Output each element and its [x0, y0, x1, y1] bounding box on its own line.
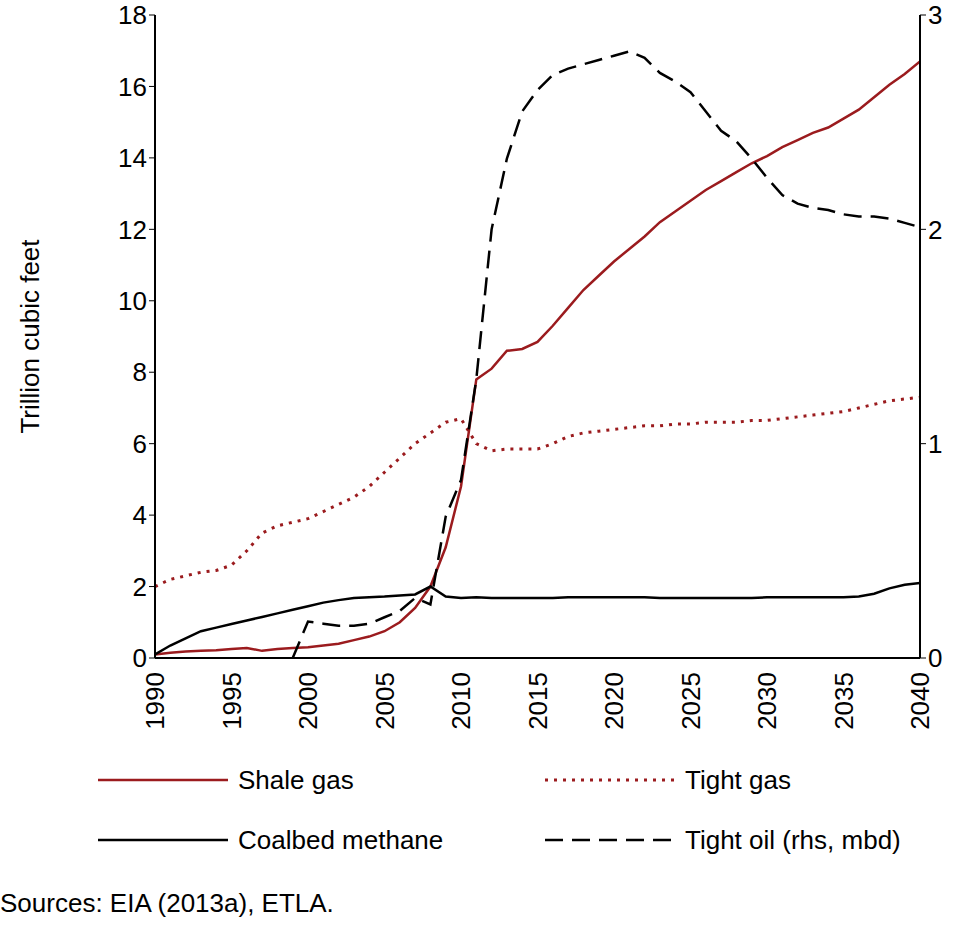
svg-text:2010: 2010	[446, 672, 476, 730]
svg-text:2000: 2000	[293, 672, 323, 730]
svg-text:0: 0	[928, 643, 942, 673]
svg-text:3: 3	[928, 0, 942, 30]
svg-text:2020: 2020	[599, 672, 629, 730]
svg-text:2030: 2030	[752, 672, 782, 730]
svg-text:2015: 2015	[523, 672, 553, 730]
svg-text:1995: 1995	[217, 672, 247, 730]
svg-text:6: 6	[133, 429, 147, 459]
html-text:Coalbed methane: Coalbed methane	[238, 824, 444, 855]
svg-text:2025: 2025	[676, 672, 706, 730]
svg-text:10: 10	[118, 286, 147, 316]
svg-text:2: 2	[133, 572, 147, 602]
svg-text:2: 2	[928, 215, 942, 245]
svg-text:Trillion cubic feet: Trillion cubic feet	[15, 239, 45, 434]
svg-text:2040: 2040	[905, 672, 935, 730]
svg-text:1: 1	[928, 429, 942, 459]
html-text:Shale gas: Shale gas	[238, 764, 354, 795]
svg-text:18: 18	[118, 0, 147, 30]
svg-text:4: 4	[133, 500, 147, 530]
svg-text:2005: 2005	[370, 672, 400, 730]
html-text:Sources: EIA (2013a), ETLA.: Sources: EIA (2013a), ETLA.	[0, 888, 334, 918]
svg-text:2035: 2035	[829, 672, 859, 730]
html-text:Tight gas: Tight gas	[685, 764, 791, 795]
svg-text:8: 8	[133, 357, 147, 387]
svg-text:14: 14	[118, 143, 147, 173]
svg-text:0: 0	[133, 643, 147, 673]
svg-text:1990: 1990	[140, 672, 170, 730]
svg-text:16: 16	[118, 72, 147, 102]
svg-text:12: 12	[118, 215, 147, 245]
html-text:Tight oil (rhs, mbd): Tight oil (rhs, mbd)	[685, 824, 901, 855]
